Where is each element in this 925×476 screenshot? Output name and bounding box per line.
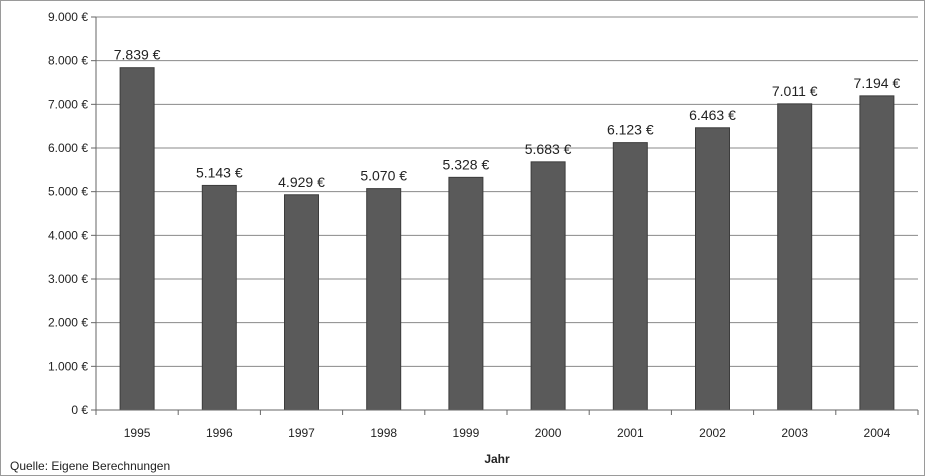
x-tick-label: 2004 bbox=[864, 426, 891, 440]
y-tick-label: 8.000 € bbox=[48, 54, 88, 68]
y-tick-label: 7.000 € bbox=[48, 97, 88, 111]
y-tick-label: 2.000 € bbox=[48, 316, 88, 330]
x-tick-label: 2001 bbox=[617, 426, 644, 440]
bar-1999 bbox=[448, 176, 484, 411]
source-note: Quelle: Eigene Berechnungen bbox=[10, 459, 170, 473]
x-tick-label: 1998 bbox=[370, 426, 397, 440]
bars bbox=[119, 67, 895, 411]
y-tick-label: 1.000 € bbox=[48, 359, 88, 373]
x-tick-label: 1995 bbox=[124, 426, 151, 440]
data-label: 5.143 € bbox=[196, 164, 243, 180]
bar-2004 bbox=[859, 95, 895, 411]
bar-2003 bbox=[777, 103, 813, 411]
y-tick-label: 4.000 € bbox=[48, 228, 88, 242]
bar-1996 bbox=[201, 184, 237, 411]
axes bbox=[91, 16, 919, 415]
data-label: 5.070 € bbox=[360, 168, 407, 184]
bar-1997 bbox=[284, 194, 319, 411]
data-label: 7.194 € bbox=[854, 75, 901, 91]
bar-1998 bbox=[366, 188, 402, 411]
data-label: 7.011 € bbox=[772, 83, 818, 99]
y-tick-label: 6.000 € bbox=[48, 141, 88, 155]
labels: 0 € 1.000 € 2.000 € 3.000 € 4.000 € 5.000 € 6.… bbox=[48, 10, 901, 440]
data-label: 7.839 € bbox=[114, 47, 161, 63]
bar-2000 bbox=[530, 161, 566, 411]
bar-1995 bbox=[119, 67, 155, 411]
x-tick-label: 1997 bbox=[288, 426, 315, 440]
y-tick-label: 5.000 € bbox=[48, 185, 88, 199]
y-tick-label: 0 € bbox=[71, 403, 88, 417]
x-tick-label: 2003 bbox=[781, 426, 808, 440]
x-tick-label: 1996 bbox=[206, 426, 233, 440]
x-tick-label: 2000 bbox=[535, 426, 562, 440]
x-tick-label: 2002 bbox=[699, 426, 726, 440]
data-label: 5.328 € bbox=[443, 156, 490, 172]
x-tick-label: 1999 bbox=[453, 426, 480, 440]
data-label: 4.929 € bbox=[278, 174, 325, 190]
bar-2001 bbox=[612, 142, 648, 411]
data-label: 6.463 € bbox=[689, 107, 736, 123]
y-tick-label: 3.000 € bbox=[48, 272, 88, 286]
bar-2002 bbox=[695, 127, 730, 411]
y-tick-label: 9.000 € bbox=[48, 10, 88, 24]
data-label: 5.683 € bbox=[525, 141, 572, 157]
x-axis-title: Jahr bbox=[484, 452, 510, 466]
data-label: 6.123 € bbox=[607, 122, 654, 138]
